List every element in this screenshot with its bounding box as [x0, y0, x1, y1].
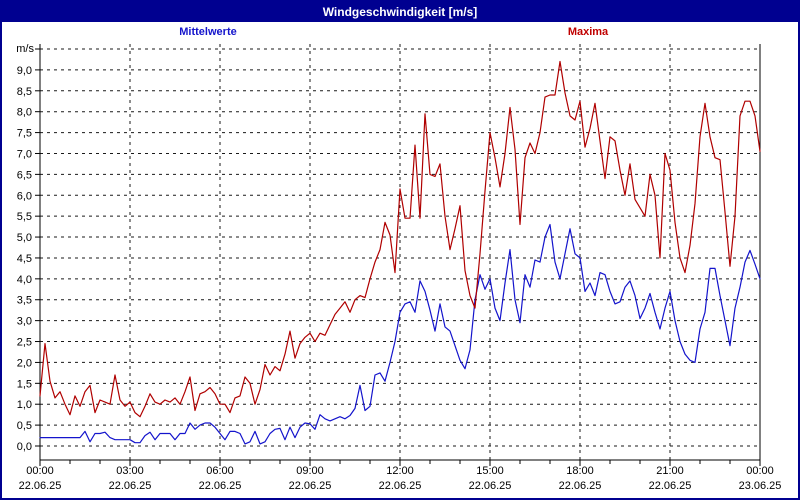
- svg-text:0,5: 0,5: [17, 420, 32, 432]
- svg-text:12:00: 12:00: [386, 465, 414, 477]
- svg-text:6,5: 6,5: [17, 169, 32, 181]
- svg-text:03:00: 03:00: [116, 465, 144, 477]
- svg-text:09:00: 09:00: [296, 465, 324, 477]
- svg-text:22.06.25: 22.06.25: [469, 480, 512, 492]
- legend-mittelwerte: Mittelwerte: [179, 26, 237, 38]
- svg-text:22.06.25: 22.06.25: [199, 480, 242, 492]
- svg-text:8,0: 8,0: [17, 107, 32, 119]
- svg-text:06:00: 06:00: [206, 465, 234, 477]
- y-axis-labels: 0,0 0,5 1,0 1,5 2,0 2,5 3,0 3,5 4,0 4,5 5,0 5,5 6,0 6…: [16, 43, 34, 453]
- svg-text:22.06.25: 22.06.25: [379, 480, 422, 492]
- svg-text:4,5: 4,5: [17, 253, 32, 265]
- page-title: Windgeschwindigkeit [m/s]: [322, 5, 478, 19]
- svg-text:2,0: 2,0: [17, 357, 32, 369]
- svg-text:18:00: 18:00: [566, 465, 594, 477]
- svg-text:6,0: 6,0: [17, 190, 32, 202]
- svg-text:22.06.25: 22.06.25: [19, 480, 62, 492]
- svg-text:2,5: 2,5: [17, 337, 32, 349]
- y-axis-unit-label: m/s: [16, 43, 34, 55]
- svg-text:1,5: 1,5: [17, 378, 32, 390]
- svg-text:7,0: 7,0: [17, 148, 32, 160]
- svg-text:5,0: 5,0: [17, 232, 32, 244]
- series-line-mittelwerte: [39, 223, 761, 445]
- svg-text:0,0: 0,0: [17, 441, 32, 453]
- svg-text:00:00: 00:00: [26, 465, 54, 477]
- svg-text:22.06.25: 22.06.25: [559, 480, 602, 492]
- svg-text:5,5: 5,5: [17, 211, 32, 223]
- svg-text:22.06.25: 22.06.25: [649, 480, 692, 492]
- svg-text:8,5: 8,5: [17, 86, 32, 98]
- svg-text:15:00: 15:00: [476, 465, 504, 477]
- svg-text:1,0: 1,0: [17, 399, 32, 411]
- series-line-maxima: [39, 60, 761, 418]
- legend-maxima: Maxima: [567, 26, 609, 38]
- svg-text:3,0: 3,0: [17, 316, 32, 328]
- svg-text:7,5: 7,5: [17, 128, 32, 140]
- plot-border: [39, 44, 761, 461]
- svg-text:00:00: 00:00: [746, 465, 774, 477]
- svg-text:23.06.25: 23.06.25: [739, 480, 782, 492]
- x-axis-labels: 00:00 22.06.25 03:00 22.06.25 06:00 22.06.25 0…: [19, 465, 782, 492]
- grid-lines: [40, 44, 760, 460]
- svg-text:22.06.25: 22.06.25: [109, 480, 152, 492]
- svg-text:3,5: 3,5: [17, 295, 32, 307]
- title-bar: Windgeschwindigkeit [m/s]: [2, 2, 798, 22]
- axis-ticks: [35, 48, 761, 466]
- svg-text:4,0: 4,0: [17, 274, 32, 286]
- svg-text:9,0: 9,0: [17, 65, 32, 77]
- svg-text:22.06.25: 22.06.25: [289, 480, 332, 492]
- svg-text:21:00: 21:00: [656, 465, 684, 477]
